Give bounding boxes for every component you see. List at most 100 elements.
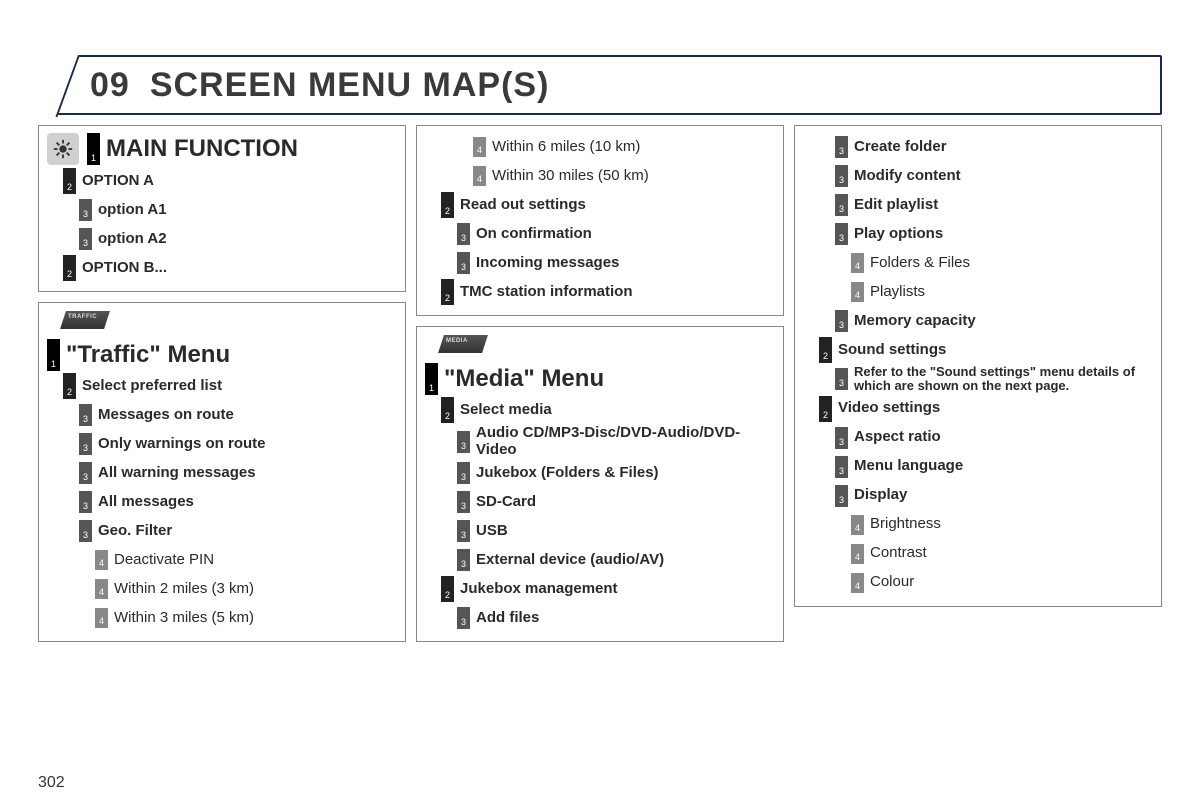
level-marker: 2 [441, 192, 454, 218]
menu-item: 3Edit playlist [835, 191, 1153, 219]
level-marker: 3 [835, 456, 848, 478]
menu-item: 4Within 6 miles (10 km) [473, 133, 775, 161]
menu-item-label: option A2 [96, 231, 167, 248]
menu-item-label: Aspect ratio [852, 429, 941, 446]
page: 09 SCREEN MENU MAP(S) 1MAIN FUNCTION2OPT… [38, 55, 1162, 775]
level-marker: 4 [851, 573, 864, 593]
menu-item-label: Refer to the "Sound settings" menu detai… [852, 365, 1153, 394]
menu-item: 2Sound settings [819, 336, 1153, 364]
menu-item: 4Within 30 miles (50 km) [473, 162, 775, 190]
menu-item-label: Select preferred list [80, 378, 222, 395]
menu-item-label: Audio CD/MP3-Disc/DVD-Audio/DVD-Video [474, 425, 775, 458]
menu-box: TRAFFIC1"Traffic" Menu2Select preferred … [38, 302, 406, 642]
menu-item: 3Modify content [835, 162, 1153, 190]
menu-item-label: Brightness [868, 516, 941, 533]
menu-item-label: "Media" Menu [442, 366, 604, 392]
menu-box: 1MAIN FUNCTION2OPTION A3option A13option… [38, 125, 406, 292]
menu-item-label: MAIN FUNCTION [104, 136, 298, 162]
header-title: SCREEN MENU MAP(S) [150, 66, 550, 105]
menu-item: 3All warning messages [79, 459, 397, 487]
menu-item-label: All messages [96, 494, 194, 511]
menu-item: 2Jukebox management [441, 575, 775, 603]
menu-item: 3Menu language [835, 453, 1153, 481]
menu-item-label: option A1 [96, 202, 167, 219]
menu-item-label: Within 3 miles (5 km) [112, 610, 254, 627]
menu-item: 3Geo. Filter [79, 517, 397, 545]
level-marker: 3 [79, 433, 92, 455]
column: 1MAIN FUNCTION2OPTION A3option A13option… [38, 125, 406, 642]
menu-item: 3USB [457, 517, 775, 545]
level-marker: 3 [79, 199, 92, 221]
menu-item: 2Select media [441, 396, 775, 424]
level-marker: 3 [457, 223, 470, 245]
menu-item-label: On confirmation [474, 226, 592, 243]
level-marker: 3 [835, 136, 848, 158]
menu-item-label: Colour [868, 574, 914, 591]
menu-item-label: Menu language [852, 458, 963, 475]
level-marker: 3 [457, 491, 470, 513]
menu-item-label: SD-Card [474, 494, 536, 511]
column: 4Within 6 miles (10 km)4Within 30 miles … [416, 125, 784, 642]
level-marker: 3 [835, 485, 848, 507]
menu-item: 3External device (audio/AV) [457, 546, 775, 574]
level-marker: 4 [95, 550, 108, 570]
level-marker: 2 [441, 397, 454, 423]
menu-item-label: Incoming messages [474, 255, 619, 272]
level-marker: 3 [79, 228, 92, 250]
menu-item: 3Aspect ratio [835, 424, 1153, 452]
level-marker: 1 [87, 133, 100, 165]
menu-item: 4Folders & Files [851, 249, 1153, 277]
menu-item: 4Playlists [851, 278, 1153, 306]
menu-item-label: Add files [474, 610, 539, 627]
menu-item: 3option A1 [79, 196, 397, 224]
level-marker: 3 [79, 462, 92, 484]
level-marker: 2 [63, 373, 76, 399]
level-marker: 3 [79, 404, 92, 426]
menu-item: 3All messages [79, 488, 397, 516]
level-marker: 4 [851, 282, 864, 302]
menu-item-label: Edit playlist [852, 197, 938, 214]
menu-item: 4Within 3 miles (5 km) [95, 604, 397, 632]
page-number: 302 [38, 774, 65, 792]
menu-item-label: External device (audio/AV) [474, 552, 664, 569]
menu-item-label: Memory capacity [852, 313, 976, 330]
columns: 1MAIN FUNCTION2OPTION A3option A13option… [38, 125, 1162, 642]
menu-item: 3Only warnings on route [79, 430, 397, 458]
level-marker: 4 [851, 544, 864, 564]
menu-item: 3Refer to the "Sound settings" menu deta… [835, 365, 1153, 394]
menu-item-label: Read out settings [458, 197, 586, 214]
menu-item-label: Jukebox management [458, 581, 618, 598]
menu-item-label: Create folder [852, 139, 947, 156]
level-marker: 2 [819, 337, 832, 363]
menu-item: 4Deactivate PIN [95, 546, 397, 574]
level-marker: 2 [441, 576, 454, 602]
menu-item: 3Jukebox (Folders & Files) [457, 459, 775, 487]
box-header: 1MAIN FUNCTION [47, 132, 397, 166]
menu-item-label: Only warnings on route [96, 436, 266, 453]
menu-tab-icon: MEDIA [438, 335, 488, 353]
menu-item-label: Jukebox (Folders & Files) [474, 465, 659, 482]
menu-item: 3Incoming messages [457, 249, 775, 277]
menu-item: 3SD-Card [457, 488, 775, 516]
level-marker: 2 [819, 396, 832, 422]
level-marker: 2 [63, 255, 76, 281]
column: 3Create folder3Modify content3Edit playl… [794, 125, 1162, 642]
menu-item-label: Playlists [868, 284, 925, 301]
level-marker: 3 [457, 549, 470, 571]
level-marker: 4 [95, 608, 108, 628]
level-marker: 3 [79, 520, 92, 542]
menu-item: 2Video settings [819, 395, 1153, 423]
menu-item: 4Within 2 miles (3 km) [95, 575, 397, 603]
menu-item-label: Modify content [852, 168, 961, 185]
menu-item-label: Sound settings [836, 342, 946, 359]
level-marker: 3 [457, 252, 470, 274]
level-marker: 3 [835, 194, 848, 216]
menu-item-label: USB [474, 523, 508, 540]
header-number: 09 [90, 66, 130, 105]
level-marker: 3 [457, 607, 470, 629]
menu-item: 3Audio CD/MP3-Disc/DVD-Audio/DVD-Video [457, 425, 775, 458]
level-marker: 3 [835, 427, 848, 449]
menu-item: 3Create folder [835, 133, 1153, 161]
menu-item-label: All warning messages [96, 465, 256, 482]
level-marker: 4 [95, 579, 108, 599]
